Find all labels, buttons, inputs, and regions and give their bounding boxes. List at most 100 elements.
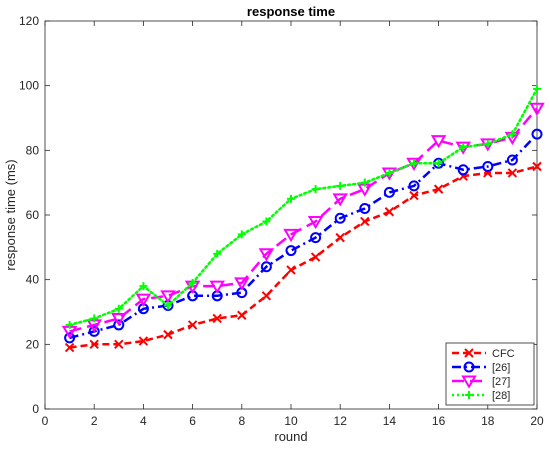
series-0-point: [532, 161, 542, 172]
series-3-point: [483, 139, 492, 148]
y-tick-label: 100: [19, 79, 39, 93]
x-tick-label: 8: [238, 414, 245, 428]
series-1: [64, 128, 543, 344]
series-0-point: [114, 339, 124, 350]
y-tick-label: 0: [32, 402, 39, 416]
series-3-point: [164, 301, 172, 310]
series-1-point: [113, 319, 125, 331]
series-2-point: [111, 312, 127, 327]
series-2-point: [529, 102, 545, 116]
series-3-point: [311, 185, 320, 194]
legend-swatch-marker: [464, 348, 474, 358]
series-3-point: [533, 84, 541, 93]
series-0-point: [261, 291, 272, 301]
y-tick-label: 20: [26, 337, 40, 351]
y-tick-label: 40: [26, 273, 40, 287]
chart-title: response time: [247, 4, 335, 19]
y-tick-label: 60: [26, 208, 40, 222]
y-tick-label: 120: [19, 14, 39, 28]
legend-box: [445, 342, 535, 406]
series-3-point: [262, 217, 271, 226]
series-3-point: [287, 194, 295, 203]
series-1-point: [359, 203, 371, 215]
series-0-point: [187, 320, 198, 330]
series-0-point: [384, 207, 395, 217]
series-0-line: [69, 165, 538, 349]
series-1-point: [383, 186, 395, 198]
series-3-point: [385, 168, 394, 177]
series-0-point: [310, 252, 321, 262]
legend-swatch-marker: [461, 375, 477, 389]
legend-entry: [27]: [452, 375, 510, 389]
x-tick-label: 6: [189, 414, 196, 428]
series-1-point: [334, 212, 346, 224]
series-3-point: [237, 230, 246, 239]
series-1-point: [482, 161, 494, 172]
x-tick-label: 2: [91, 414, 98, 428]
series-3-line: [68, 87, 539, 327]
series-1-point: [64, 332, 76, 344]
series-2-point: [209, 280, 225, 294]
series-2-point: [430, 135, 447, 149]
legend-label: [27]: [492, 376, 510, 388]
series-0-point: [64, 342, 75, 353]
x-tick-label: 18: [481, 414, 495, 428]
series-2-point: [283, 228, 299, 243]
series-0-point: [409, 190, 419, 201]
y-axis-label: response time (ms): [3, 159, 18, 270]
series-0-point: [212, 313, 222, 324]
series-2-point: [307, 215, 324, 230]
series-0-point: [237, 310, 247, 320]
x-axis-label: round: [274, 429, 307, 444]
legend-entry: CFC: [452, 348, 515, 360]
series-3-point: [114, 304, 123, 313]
x-tick-label: 20: [530, 414, 544, 428]
x-tick-label: 14: [383, 414, 397, 428]
series-0-point: [433, 184, 444, 194]
legend-entry: [28]: [452, 390, 510, 402]
series-3-point: [336, 181, 345, 190]
legend-swatch-marker: [463, 361, 475, 373]
legend: CFC [26] [27] [28]: [445, 342, 535, 406]
series-2-point: [234, 277, 250, 291]
y-tick-label: 80: [26, 143, 40, 157]
series-1-point: [408, 180, 420, 192]
series-1-point: [457, 164, 469, 176]
legend-label: CFC: [492, 348, 515, 360]
series-1-point: [531, 128, 543, 140]
series-3-point: [90, 314, 99, 323]
legend-label: [26]: [492, 362, 510, 374]
series-3-point: [410, 159, 418, 168]
x-axis-ticks: 0 2 4 6 8 10 12 14 16 18 20: [42, 21, 544, 428]
series-0-point: [89, 339, 99, 350]
x-tick-label: 16: [432, 414, 446, 428]
series-3-point: [459, 143, 468, 152]
legend-label: [28]: [492, 390, 510, 402]
series-2-point: [135, 293, 152, 307]
series-3-point: [360, 178, 369, 187]
series-2-point: [332, 193, 348, 207]
series-0-point: [360, 216, 370, 227]
x-tick-label: 0: [42, 414, 49, 428]
series-2-point: [160, 290, 176, 304]
series-1-point: [310, 232, 322, 244]
x-tick-label: 4: [140, 414, 147, 428]
series-3-point: [188, 278, 197, 287]
series-1-point: [506, 154, 518, 166]
y-axis-ticks: 0 20 40 60 80 100 120: [19, 14, 537, 416]
series-0-point: [286, 265, 296, 275]
legend-entry: [26]: [452, 361, 510, 374]
series-3-point: [139, 282, 148, 291]
series-3-point: [65, 320, 74, 329]
series-3-point: [508, 130, 517, 139]
series-0-point: [335, 232, 345, 243]
series-0: [64, 161, 542, 353]
series-1-point: [88, 325, 100, 337]
x-tick-label: 12: [334, 414, 348, 428]
series-0-point: [507, 168, 518, 178]
series-1-point: [285, 245, 297, 257]
series-layer: [61, 84, 545, 353]
series-1-point: [260, 261, 272, 273]
series-3: [65, 84, 541, 329]
series-3-point: [213, 249, 222, 258]
